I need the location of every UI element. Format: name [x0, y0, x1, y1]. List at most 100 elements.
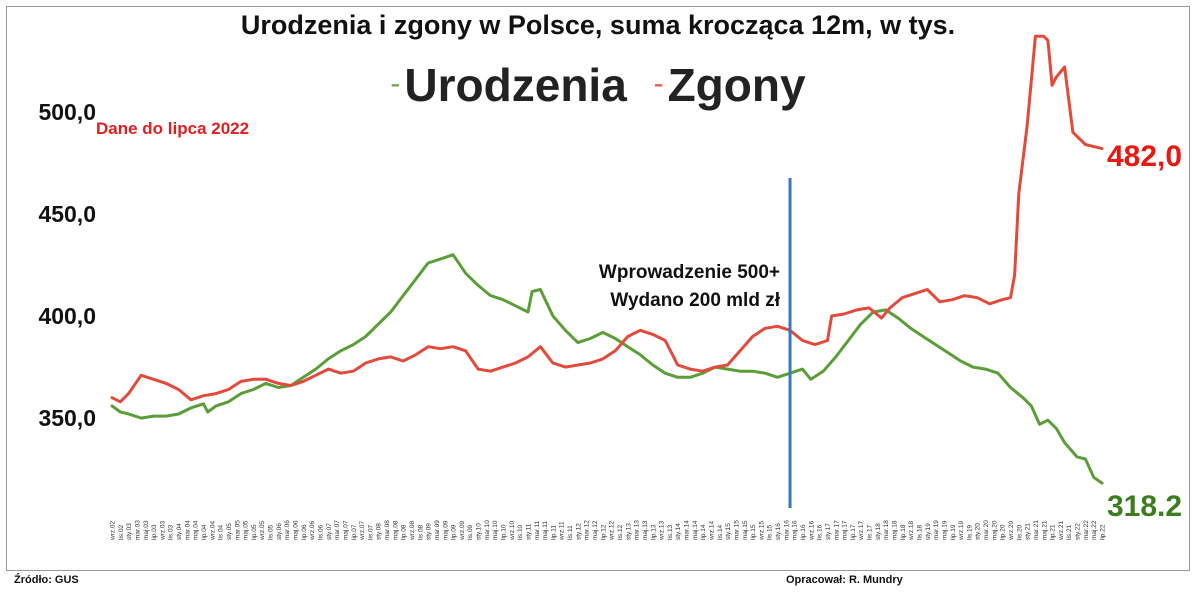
x-tick-label: wrz.13	[659, 520, 666, 541]
x-tick-label: maj.20	[991, 520, 998, 540]
x-tick-label: lis.16	[817, 524, 824, 540]
x-tick-label: maj.08	[392, 520, 399, 540]
x-tick-label: lip.21	[1050, 524, 1057, 540]
x-tick-label: sty.22	[1075, 523, 1082, 540]
series-layer	[110, 34, 1104, 485]
x-tick-label: lis.13	[667, 524, 674, 540]
x-tick-label: lip.11	[550, 525, 557, 540]
series-line-births	[110, 253, 1104, 485]
x-tick-label: wrz.07	[359, 520, 366, 541]
chart-title: Urodzenia i zgony w Polsce, suma krocząc…	[240, 10, 956, 40]
x-tick-label: wrz.19	[958, 520, 965, 541]
x-tick-label: wrz.18	[908, 520, 915, 541]
x-tick-label: lip.15	[750, 524, 757, 540]
x-tick-label: maj.16	[792, 520, 799, 540]
annotation-line-1: Wprowadzenie 500+	[598, 262, 780, 283]
x-tick-label: maj.12	[592, 520, 599, 540]
x-tick-label: mar.08	[384, 520, 391, 540]
x-tick-label: sty.19	[925, 523, 932, 540]
x-tick-label: lis.20	[1016, 524, 1023, 540]
x-tick-label: sty.16	[775, 523, 782, 540]
annotation-line-2: Wydano 200 mld zł	[610, 290, 780, 311]
x-tick-label: wrz.20	[1008, 520, 1015, 541]
x-tick-label: mar.12	[584, 520, 591, 540]
x-tick-label: mar.09	[434, 520, 441, 540]
data-range-note: Dane do lipca 2022	[96, 119, 250, 138]
x-tick-label: lip.08	[401, 524, 408, 540]
x-tick-label: wrz.15	[758, 520, 765, 541]
legend: -Urodzenia -Zgony	[0, 58, 1196, 112]
x-tick-label: maj.22	[1091, 520, 1098, 540]
x-tick-label: sty.12	[575, 523, 582, 540]
legend-deaths-swatch: -	[653, 67, 664, 100]
x-tick-label: sty.10	[476, 523, 483, 540]
x-tick-label: wrz.03	[159, 520, 166, 541]
x-tick-label: mar.11	[534, 520, 541, 540]
x-tick-label: wrz.12	[609, 520, 616, 541]
x-tick-label: lip.14	[700, 524, 707, 540]
x-tick-label: lis.04	[218, 524, 225, 540]
footer-author: Opracował: R. Mundry	[786, 574, 903, 586]
x-tick-label: lip.18	[900, 524, 907, 540]
x-tick-label: sty.06	[276, 523, 283, 540]
x-tick-label: wrz.06	[309, 520, 316, 541]
x-tick-label: mar.19	[933, 520, 940, 540]
x-tick-label: maj.10	[492, 520, 499, 540]
x-tick-label: lis.11	[567, 525, 574, 540]
x-tick-label: wrz.02	[110, 520, 117, 541]
x-tick-label: lis.09	[467, 524, 474, 540]
x-tick-label: mar.15	[733, 520, 740, 540]
x-tick-label: mar.10	[484, 520, 491, 540]
x-tick-label: lip.12	[600, 524, 607, 540]
legend-births-label: Urodzenia	[404, 59, 627, 111]
x-tick-label: maj.06	[293, 520, 300, 540]
x-tick-label: wrz.08	[409, 520, 416, 541]
x-tick-label: lis.05	[268, 524, 275, 540]
x-tick-label: lip.17	[850, 524, 857, 540]
x-tick-label: mar.20	[983, 520, 990, 540]
x-tick-label: mar.13	[634, 520, 641, 540]
x-tick-label: wrz.05	[259, 520, 266, 541]
y-tick-label: 500,0	[38, 99, 96, 125]
x-tick-label: maj.17	[842, 520, 849, 540]
x-tick-label: lis.19	[966, 524, 973, 540]
x-tick-label: maj.09	[442, 520, 449, 540]
x-tick-label: mar.22	[1083, 520, 1090, 540]
y-tick-label: 400,0	[38, 303, 96, 329]
x-tick-label: maj.07	[342, 520, 349, 540]
x-tick-label: sty.17	[825, 523, 832, 540]
series-line-deaths	[110, 34, 1104, 404]
x-tick-label: maj.05	[243, 520, 250, 540]
x-tick-label: maj.15	[742, 520, 749, 540]
x-tick-label: lis.10	[517, 524, 524, 540]
x-tick-label: wrz.21	[1058, 520, 1065, 541]
x-tick-label: wrz.17	[858, 520, 865, 541]
x-tick-label: sty.05	[226, 523, 233, 540]
x-tick-label: lis.12	[617, 524, 624, 540]
x-tick-label: lip.09	[451, 524, 458, 540]
x-tick-label: lis.14	[717, 524, 724, 540]
x-tick-label: lip.22	[1100, 524, 1107, 540]
deaths-end-label: 482,0	[1107, 140, 1183, 173]
x-tick-label: maj.18	[892, 520, 899, 540]
x-tick-label: wrz.09	[459, 520, 466, 541]
footer-source: Źródło: GUS	[14, 574, 79, 586]
x-tick-label: lip.19	[950, 524, 957, 540]
x-tick-label: maj.04	[193, 520, 200, 540]
x-tick-label: sty.11	[525, 523, 532, 540]
y-tick-label: 350,0	[38, 405, 96, 431]
x-tick-label: mar.14	[684, 520, 691, 540]
x-tick-label: wrz.04	[209, 520, 216, 541]
x-tick-label: mar.04	[184, 520, 191, 540]
x-tick-label: lip.05	[251, 524, 258, 540]
x-tick-label: lis.21	[1066, 524, 1073, 540]
x-tick-label: wrz.10	[509, 520, 516, 541]
x-tick-label: mar.21	[1033, 520, 1040, 540]
program-500-annotation: Wprowadzenie 500+ Wydano 200 mld zł	[599, 259, 780, 315]
x-tick-label: wrz.16	[808, 520, 815, 541]
x-tick-label: mar.05	[234, 520, 241, 540]
x-tick-label: lis.02	[118, 524, 125, 540]
x-tick-label: mar.06	[284, 520, 291, 540]
legend-births-swatch: -	[390, 67, 401, 100]
